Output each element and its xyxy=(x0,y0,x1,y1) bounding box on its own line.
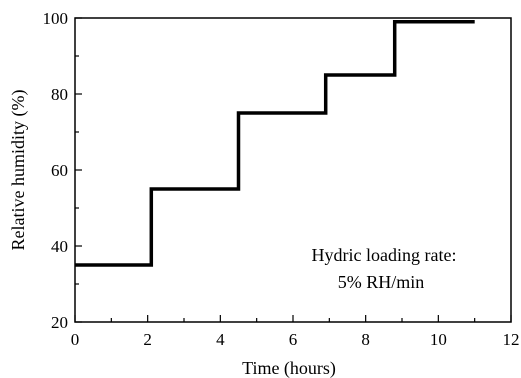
x-tick-label: 0 xyxy=(71,330,80,349)
tick-labels: 0 2 4 6 8 10 12 20 40 60 80 100 xyxy=(43,9,520,349)
humidity-series-line xyxy=(75,20,475,267)
y-tick-label: 40 xyxy=(51,237,68,256)
x-axis-label: Time (hours) xyxy=(242,358,336,378)
axis-ticks xyxy=(74,17,512,323)
y-tick-label: 20 xyxy=(51,313,68,332)
y-tick-label: 100 xyxy=(43,9,69,28)
x-tick-label: 2 xyxy=(143,330,152,349)
y-tick-label: 60 xyxy=(51,161,68,180)
y-axis-label: Relative humidity (%) xyxy=(8,90,29,251)
annotation-line-2: 5% RH/min xyxy=(338,272,425,292)
y-tick-label: 80 xyxy=(51,85,68,104)
x-tick-label: 10 xyxy=(430,330,447,349)
x-tick-label: 8 xyxy=(361,330,370,349)
x-tick-label: 6 xyxy=(289,330,298,349)
x-tick-label: 12 xyxy=(503,330,520,349)
annotation-line-1: Hydric loading rate: xyxy=(312,245,457,265)
x-tick-label: 4 xyxy=(216,330,225,349)
plot-frame xyxy=(74,17,512,323)
